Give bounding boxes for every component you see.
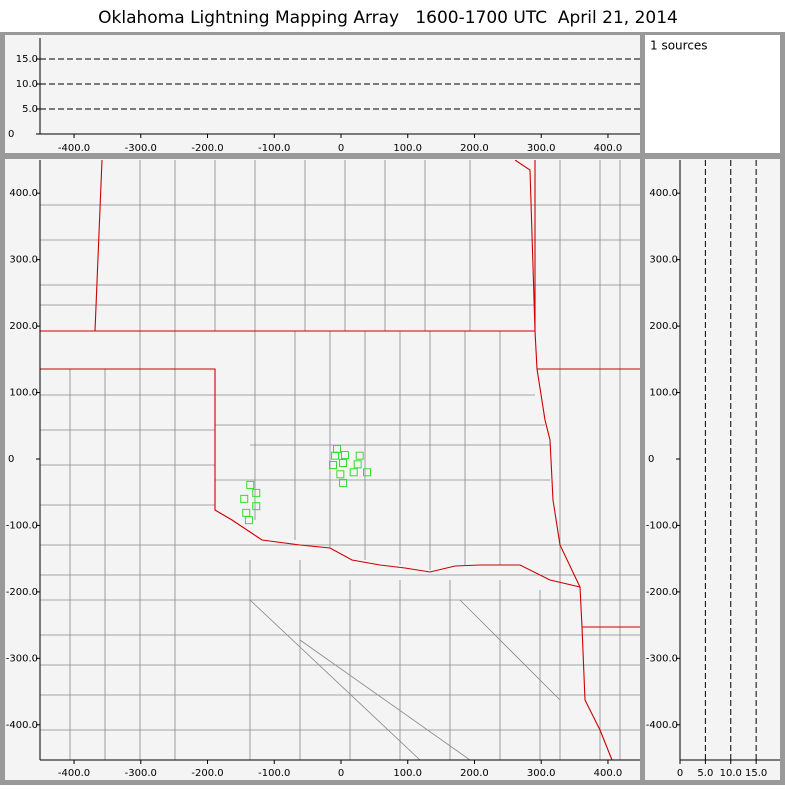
lightning-source [353, 460, 362, 469]
lightning-source [246, 480, 255, 489]
y-tick-label: 200.0 [649, 321, 678, 332]
lightning-source [244, 516, 253, 525]
y-tick-label: 100.0 [9, 388, 38, 399]
x-tick-label: 0 [338, 143, 344, 154]
y-tick-label: 15.0 [16, 54, 38, 65]
y-tick-label: 100.0 [649, 388, 678, 399]
x-tick-label: -300.0 [125, 768, 157, 779]
x-tick-label: 300.0 [527, 768, 556, 779]
title-bar [0, 0, 785, 32]
basemap [40, 160, 640, 760]
y-tick-label: -400.0 [6, 720, 38, 731]
x-tick-label: 200.0 [460, 143, 489, 154]
y-tick-label: 400.0 [9, 188, 38, 199]
x-tick-label: 0 [338, 768, 344, 779]
x-tick-label: 400.0 [594, 768, 623, 779]
lightning-source [349, 468, 358, 477]
lightning-source [328, 460, 337, 469]
y-tick-label: 0 [8, 454, 14, 465]
chart-title: Oklahoma Lightning Mapping Array 1600-17… [98, 8, 678, 28]
x-tick-label: 15.0 [745, 768, 767, 779]
y-tick-label: -200.0 [646, 587, 678, 598]
state-borders [40, 160, 640, 760]
lightning-source [355, 451, 364, 460]
x-tick-label: 10.0 [720, 768, 742, 779]
x-tick-label: 5.0 [697, 768, 713, 779]
y-tick-label: 0 [8, 129, 14, 140]
top-panel [5, 35, 640, 153]
x-tick-label: 200.0 [460, 768, 489, 779]
lightning-source [330, 451, 339, 460]
x-tick-label: 100.0 [393, 768, 422, 779]
x-tick-label: -100.0 [258, 143, 290, 154]
y-tick-label: -400.0 [646, 720, 678, 731]
y-tick-label: 200.0 [9, 321, 38, 332]
y-tick-label: 5.0 [22, 104, 38, 115]
legend-panel [645, 35, 780, 153]
lightning-source [252, 502, 261, 511]
side-panel [645, 159, 780, 780]
lightning-source [240, 494, 249, 503]
y-tick-label: 300.0 [9, 255, 38, 266]
y-tick-label: 300.0 [649, 255, 678, 266]
source-count: 1 sources [650, 39, 708, 53]
x-tick-label: -200.0 [191, 143, 223, 154]
y-tick-label: 10.0 [16, 79, 38, 90]
y-tick-label: -300.0 [6, 653, 38, 664]
lightning-source [339, 458, 348, 467]
x-tick-label: -400.0 [58, 143, 90, 154]
y-tick-label: 0 [648, 454, 654, 465]
y-tick-label: -300.0 [646, 653, 678, 664]
x-tick-label: -200.0 [191, 768, 223, 779]
lightning-source [336, 470, 345, 479]
lightning-source [252, 488, 261, 497]
x-tick-label: 0 [677, 768, 683, 779]
lightning-source [363, 468, 372, 477]
x-tick-label: -100.0 [258, 768, 290, 779]
x-tick-label: -300.0 [125, 143, 157, 154]
lightning-source [339, 478, 348, 487]
y-tick-label: -100.0 [6, 520, 38, 531]
y-tick-label: -200.0 [6, 587, 38, 598]
map-panel [5, 159, 640, 780]
y-tick-label: 400.0 [649, 188, 678, 199]
x-tick-label: -400.0 [58, 768, 90, 779]
x-tick-label: 300.0 [527, 143, 556, 154]
lightning-source [341, 451, 350, 460]
y-tick-label: -100.0 [646, 520, 678, 531]
x-tick-label: 400.0 [594, 143, 623, 154]
x-tick-label: 100.0 [393, 143, 422, 154]
county-lines [40, 160, 640, 760]
